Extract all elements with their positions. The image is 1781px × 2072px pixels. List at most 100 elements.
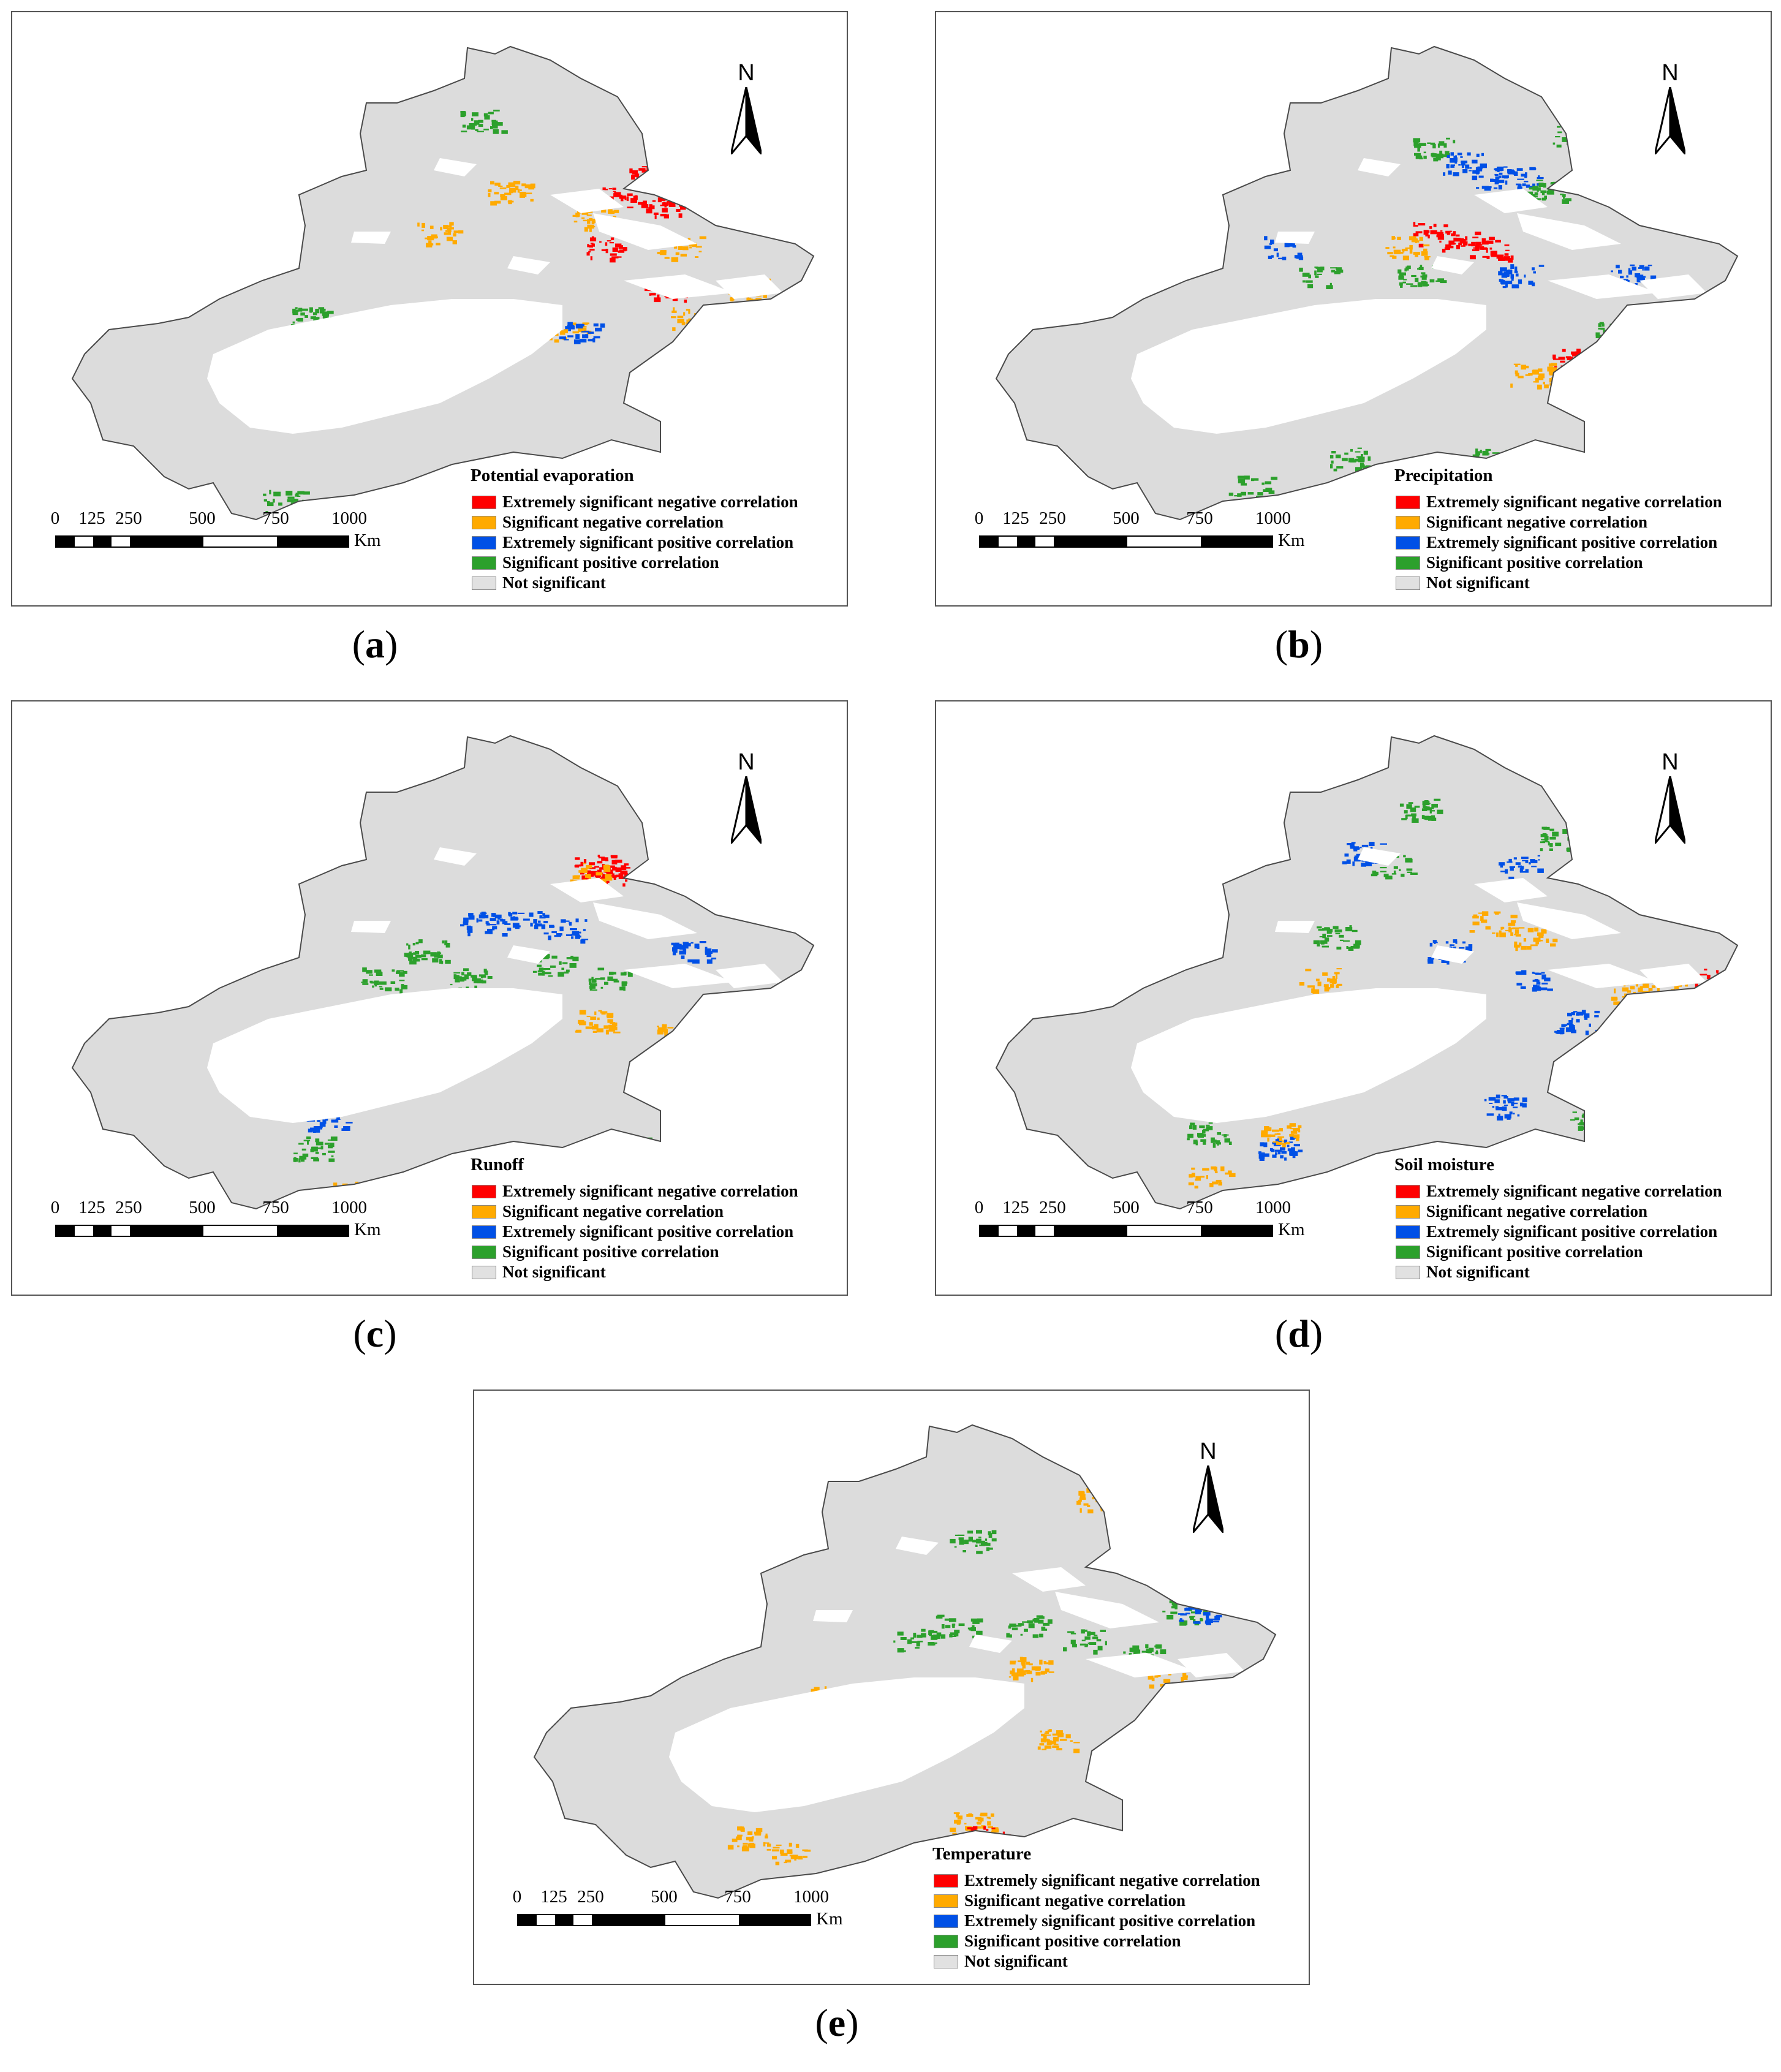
map-pixel-significant-negative bbox=[1538, 376, 1544, 380]
map-pixel-extremely-positive bbox=[1488, 1097, 1496, 1101]
map-pixel-significant-positive bbox=[972, 1635, 976, 1639]
map-pixel-extremely-positive bbox=[711, 958, 717, 959]
map-pixel-significant-negative bbox=[689, 1027, 694, 1029]
map-pixel-extremely-negative bbox=[653, 212, 659, 215]
map-pixel-significant-negative bbox=[1615, 363, 1619, 365]
map-pixel-extremely-positive bbox=[1518, 279, 1522, 284]
map-pixel-significant-positive bbox=[1093, 1649, 1098, 1655]
legend-item-significant-negative: Significant negative correlation bbox=[1396, 512, 1763, 532]
map-pixel-significant-negative bbox=[842, 1869, 845, 1871]
map-pixel-extremely-negative bbox=[643, 200, 647, 206]
map-pixel-significant-negative bbox=[709, 310, 716, 312]
map-pixel-significant-negative bbox=[1296, 1136, 1299, 1141]
scale-segment bbox=[665, 1915, 739, 1925]
map-pixel-significant-positive bbox=[299, 1155, 307, 1160]
map-pixel-significant-negative bbox=[586, 1016, 591, 1018]
map-pixel-extremely-negative bbox=[619, 195, 627, 199]
scale-tick-label: 250 bbox=[577, 1887, 604, 1907]
map-pixel-extremely-positive bbox=[537, 911, 543, 914]
map-pixel-significant-positive bbox=[976, 1538, 981, 1544]
map-pixel-significant-positive bbox=[970, 1618, 978, 1622]
map-pixel-significant-negative bbox=[425, 237, 429, 240]
map-pixel-significant-negative bbox=[1505, 929, 1510, 931]
map-pixel-significant-negative bbox=[1500, 926, 1503, 930]
map-pixel-extremely-positive bbox=[533, 919, 537, 924]
map-pixel-significant-negative bbox=[886, 1859, 891, 1864]
map-pixel-significant-negative bbox=[1013, 1676, 1019, 1681]
map-pixel-extremely-positive bbox=[1271, 1149, 1275, 1152]
map-pixel-significant-negative bbox=[695, 246, 702, 248]
map-pixel-extremely-positive bbox=[1468, 944, 1473, 948]
map-pixel-significant-positive bbox=[1595, 335, 1603, 338]
map-pixel-significant-positive bbox=[1642, 1078, 1649, 1083]
map-pixel-extremely-positive bbox=[580, 339, 587, 342]
map-pixel-significant-positive bbox=[399, 972, 405, 977]
map-pixel-significant-negative bbox=[667, 1027, 674, 1029]
white-area bbox=[1358, 158, 1401, 176]
scale-bar: 0 125 250 500 750 1000 Km bbox=[975, 1198, 1322, 1253]
map-pixel-significant-negative bbox=[446, 225, 452, 228]
map-pixel-significant-negative bbox=[731, 193, 737, 195]
map-pixel-significant-positive bbox=[1043, 1622, 1050, 1626]
map-pixel-extremely-negative bbox=[1727, 988, 1733, 992]
map-pixel-significant-positive bbox=[694, 1085, 700, 1087]
legend: Precipitation Extremely significant nega… bbox=[1394, 466, 1763, 593]
map-pixel-extremely-positive bbox=[1287, 1144, 1290, 1148]
map-pixel-significant-positive bbox=[1251, 478, 1259, 481]
map-pixel-extremely-positive bbox=[1584, 1013, 1590, 1018]
map-pixel-extremely-negative bbox=[1462, 241, 1468, 246]
map-pixel-significant-negative bbox=[1148, 1676, 1154, 1680]
map-pixel-extremely-negative bbox=[1448, 240, 1455, 245]
map-pixel-extremely-negative bbox=[601, 876, 606, 880]
map-pixel-significant-negative bbox=[954, 1820, 961, 1824]
map-pixel-extremely-positive bbox=[776, 1004, 779, 1008]
map-pixel-significant-negative bbox=[1327, 978, 1331, 982]
map-pixel-significant-positive bbox=[1585, 138, 1587, 140]
map-pixel-extremely-negative bbox=[621, 865, 627, 871]
map-pixel-extremely-negative bbox=[1686, 340, 1690, 342]
map-pixel-significant-negative bbox=[592, 1030, 597, 1033]
map-pixel-extremely-positive bbox=[672, 951, 676, 956]
map-pixel-extremely-positive bbox=[1432, 940, 1437, 943]
map-pixel-significant-negative bbox=[814, 1687, 820, 1689]
map-pixel-extremely-positive bbox=[1515, 862, 1521, 865]
map-pixel-significant-negative bbox=[500, 196, 507, 200]
map-pixel-significant-positive bbox=[1246, 1701, 1252, 1705]
map-pixel-extremely-negative bbox=[1628, 364, 1635, 366]
map-pixel-extremely-negative bbox=[586, 252, 590, 256]
map-pixel-significant-positive bbox=[538, 972, 544, 976]
map-pixel-extremely-positive bbox=[458, 506, 461, 509]
map-pixel-extremely-positive bbox=[1711, 1010, 1717, 1015]
map-pixel-significant-negative bbox=[1178, 1688, 1181, 1692]
map-pixel-significant-positive bbox=[1334, 271, 1341, 273]
map-pixel-significant-positive bbox=[950, 1538, 956, 1544]
map-pixel-significant-positive bbox=[1215, 1696, 1222, 1700]
map-pixel-significant-negative bbox=[1043, 1662, 1049, 1665]
map-pixel-extremely-negative bbox=[608, 188, 613, 190]
desert-area bbox=[207, 299, 562, 434]
map-pixel-extremely-positive bbox=[785, 1012, 793, 1015]
map-pixel-extremely-positive bbox=[1500, 871, 1508, 872]
map-pixel-significant-positive bbox=[1329, 455, 1334, 459]
map-pixel-extremely-negative bbox=[1392, 503, 1394, 507]
map-pixel-significant-positive bbox=[1346, 946, 1348, 949]
map-pixel-extremely-positive bbox=[1494, 180, 1499, 184]
map-pixel-significant-positive bbox=[623, 972, 627, 975]
map-pixel-significant-negative bbox=[1282, 1140, 1284, 1142]
map-pixel-significant-positive bbox=[1246, 1701, 1250, 1704]
map-pixel-extremely-negative bbox=[1736, 978, 1738, 980]
legend-swatch bbox=[934, 1954, 958, 1968]
map-pixel-significant-positive bbox=[453, 974, 457, 980]
map-pixel-significant-negative bbox=[432, 1235, 437, 1238]
legend-label: Not significant bbox=[502, 573, 606, 592]
map-pixel-significant-positive bbox=[1440, 280, 1447, 284]
map-pixel-significant-positive bbox=[1633, 338, 1639, 341]
map-pixel-extremely-positive bbox=[1595, 1046, 1600, 1048]
map-pixel-significant-negative bbox=[1614, 377, 1619, 380]
map-pixel-significant-positive bbox=[1350, 448, 1353, 452]
map-panel-d: N 0 125 250 500 750 1000 Km Soil moisture Extr… bbox=[935, 700, 1772, 1296]
map-pixel-significant-positive bbox=[1179, 1622, 1187, 1626]
region-map bbox=[71, 735, 815, 1238]
map-pixel-significant-positive bbox=[627, 972, 633, 977]
map-pixel-extremely-negative bbox=[1454, 238, 1461, 242]
